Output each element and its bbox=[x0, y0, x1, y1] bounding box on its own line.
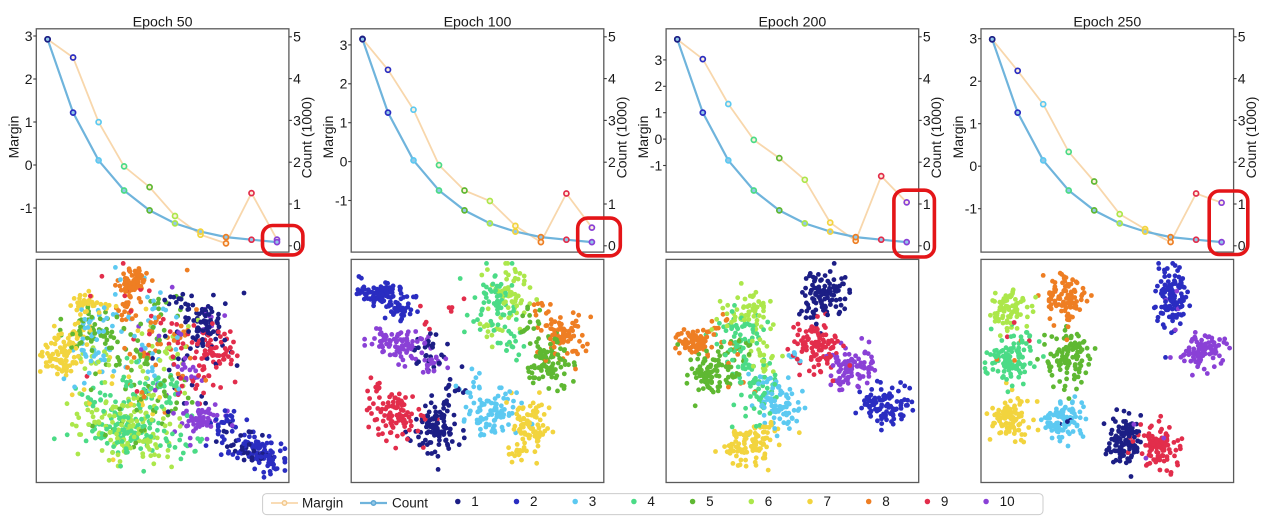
svg-text:1: 1 bbox=[923, 196, 931, 212]
svg-text:0: 0 bbox=[969, 158, 977, 174]
svg-text:5: 5 bbox=[1238, 29, 1246, 45]
svg-text:Count (1000): Count (1000) bbox=[298, 97, 314, 179]
svg-text:2: 2 bbox=[293, 154, 301, 170]
svg-text:1: 1 bbox=[608, 196, 616, 212]
svg-text:4: 4 bbox=[1238, 71, 1246, 87]
svg-text:5: 5 bbox=[706, 494, 714, 509]
svg-text:5: 5 bbox=[923, 29, 931, 45]
svg-text:3: 3 bbox=[923, 112, 931, 128]
svg-text:3: 3 bbox=[969, 31, 977, 47]
svg-text:0: 0 bbox=[608, 238, 616, 254]
svg-text:2: 2 bbox=[655, 78, 663, 94]
svg-text:1: 1 bbox=[25, 114, 33, 130]
svg-text:Margin: Margin bbox=[302, 496, 343, 511]
svg-text:3: 3 bbox=[293, 112, 301, 128]
svg-text:2: 2 bbox=[608, 154, 616, 170]
svg-text:2: 2 bbox=[530, 494, 538, 509]
svg-text:Epoch 50: Epoch 50 bbox=[133, 14, 193, 30]
svg-text:4: 4 bbox=[293, 71, 301, 87]
svg-text:3: 3 bbox=[25, 28, 33, 44]
svg-text:4: 4 bbox=[608, 71, 616, 87]
svg-text:Margin: Margin bbox=[635, 116, 651, 159]
svg-text:3: 3 bbox=[1238, 112, 1246, 128]
svg-text:6: 6 bbox=[765, 494, 773, 509]
svg-text:0: 0 bbox=[25, 157, 33, 173]
svg-text:3: 3 bbox=[655, 52, 663, 68]
svg-text:1: 1 bbox=[293, 196, 301, 212]
svg-text:Epoch 100: Epoch 100 bbox=[444, 14, 512, 30]
svg-text:2: 2 bbox=[25, 71, 33, 87]
svg-text:Count: Count bbox=[392, 496, 428, 511]
svg-text:4: 4 bbox=[923, 71, 931, 87]
svg-text:2: 2 bbox=[969, 73, 977, 89]
svg-text:4: 4 bbox=[647, 494, 655, 509]
svg-text:1: 1 bbox=[655, 105, 663, 121]
svg-text:0: 0 bbox=[655, 131, 663, 147]
svg-text:0: 0 bbox=[1238, 238, 1246, 254]
svg-text:3: 3 bbox=[340, 37, 348, 53]
svg-text:1: 1 bbox=[471, 494, 479, 509]
svg-text:Margin: Margin bbox=[5, 116, 21, 159]
svg-text:-1: -1 bbox=[650, 157, 663, 173]
svg-text:5: 5 bbox=[293, 29, 301, 45]
svg-text:Margin: Margin bbox=[950, 116, 966, 159]
svg-text:Epoch 250: Epoch 250 bbox=[1073, 14, 1141, 30]
svg-text:2: 2 bbox=[923, 154, 931, 170]
svg-text:3: 3 bbox=[608, 112, 616, 128]
svg-text:1: 1 bbox=[1238, 196, 1246, 212]
svg-text:5: 5 bbox=[608, 29, 616, 45]
svg-text:2: 2 bbox=[1238, 154, 1246, 170]
svg-text:8: 8 bbox=[882, 494, 890, 509]
svg-text:1: 1 bbox=[340, 115, 348, 131]
svg-text:2: 2 bbox=[340, 76, 348, 92]
svg-text:3: 3 bbox=[589, 494, 597, 509]
svg-text:Count (1000): Count (1000) bbox=[613, 97, 629, 179]
svg-text:-1: -1 bbox=[20, 200, 33, 216]
svg-text:0: 0 bbox=[923, 238, 931, 254]
svg-text:0: 0 bbox=[293, 238, 301, 254]
svg-text:7: 7 bbox=[824, 494, 832, 509]
svg-text:-1: -1 bbox=[965, 201, 978, 217]
svg-text:9: 9 bbox=[941, 494, 949, 509]
svg-text:Epoch 200: Epoch 200 bbox=[758, 14, 826, 30]
svg-text:10: 10 bbox=[1000, 494, 1015, 509]
svg-text:-1: -1 bbox=[335, 192, 348, 208]
svg-text:0: 0 bbox=[340, 154, 348, 170]
svg-text:Count (1000): Count (1000) bbox=[1243, 97, 1259, 179]
svg-text:1: 1 bbox=[969, 116, 977, 132]
svg-text:Margin: Margin bbox=[320, 116, 336, 159]
svg-text:Count (1000): Count (1000) bbox=[928, 97, 944, 179]
